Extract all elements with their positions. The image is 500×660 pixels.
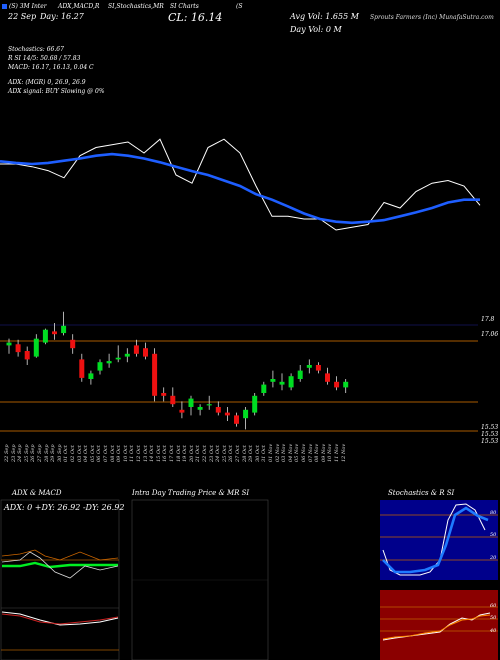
header-avg-vol: Avg Vol: 1.655 M — [290, 12, 359, 21]
candle-body — [297, 370, 303, 379]
candle-body — [152, 353, 158, 396]
stoch-label-20: 20 — [490, 555, 497, 561]
title-part-2: ADX,MACD,R — [58, 3, 100, 10]
adx-orange-line — [1, 549, 119, 561]
candle-body — [188, 398, 194, 407]
candle-body — [79, 359, 85, 378]
indicator-rsi: R SI 14/5: 50.68 / 57.83 — [8, 55, 81, 62]
title-part-5: (S — [236, 3, 243, 10]
macd-line — [1, 611, 119, 626]
candle-body — [215, 407, 221, 413]
candle-body — [243, 409, 249, 419]
candle-body — [261, 384, 267, 393]
candle-body — [161, 393, 167, 396]
indicator-stochastics: Stochastics: 66.67 — [8, 46, 64, 53]
price-label-low-1: 15.53 — [481, 424, 499, 431]
candle-body — [143, 348, 148, 357]
rsi-label-50: 50 — [490, 615, 497, 621]
rsi-panel-bg — [380, 590, 498, 660]
moving-average-line — [0, 152, 480, 225]
candle-body — [24, 351, 30, 360]
candle-body — [42, 329, 48, 343]
header-close: CL: 16.14 — [168, 11, 223, 24]
stoch-d-line — [382, 506, 489, 574]
header-date: 22 Sep — [8, 12, 37, 21]
candle-body — [325, 373, 330, 382]
title-part-3: SI,Stochastics,MR — [108, 3, 164, 10]
title-part-4: SI Charts — [170, 3, 199, 10]
price-label-low-2: 15.53 — [481, 431, 499, 438]
adx-white-line — [1, 551, 119, 579]
candle-body — [61, 325, 67, 334]
title-part-1: (S) 3M Inter — [9, 3, 47, 10]
candle-body — [70, 339, 76, 349]
rsi-label-60: 60 — [490, 603, 497, 609]
candle-body — [270, 379, 276, 382]
candle-body — [279, 381, 285, 385]
candle-body — [6, 342, 12, 346]
candle-body — [334, 381, 340, 388]
indicator-adx-signal: ADX signal: BUY Slowing @ 0% — [8, 88, 105, 95]
candle-body — [52, 331, 57, 335]
price-label-high: 17.8 — [481, 316, 495, 323]
price-line — [0, 138, 481, 231]
company-name: Sprouts Farmers (Inc) MunafaSutra.com — [370, 14, 494, 21]
mrsi-panel-title: Intra Day Trading Price & MR SI — [132, 489, 250, 497]
indicator-macd: MACD: 16.17, 16.13, 0.04 C — [8, 64, 94, 71]
candle-body — [170, 395, 176, 405]
price-label-mid: 17.06 — [481, 331, 499, 338]
rsi-signal-line — [382, 614, 491, 640]
candle-body — [343, 381, 349, 388]
header-day-vol: Day Vol: 0 M — [290, 25, 342, 34]
stoch-label-50: 50 — [490, 532, 497, 538]
candle-body — [124, 353, 130, 357]
candle-body — [33, 338, 39, 357]
price-chart — [0, 138, 481, 432]
indicator-adx: ADX: (MGR) 0, 26.9, 26.9 — [8, 79, 86, 86]
candle-body — [306, 365, 312, 368]
candle-body — [206, 404, 212, 406]
stoch-panel-title: Stochastics & R SI — [388, 489, 455, 497]
stoch-label-80: 80 — [490, 510, 497, 516]
candle-body — [315, 365, 321, 371]
candle-body — [197, 407, 203, 410]
price-label-low-3: 15.53 — [481, 438, 499, 445]
candle-body — [179, 409, 185, 413]
stoch-panel-bg — [380, 500, 498, 580]
adx-readout: ADX: 0 +DY: 26.92 -DY: 26.92 — [4, 503, 125, 512]
candle-body — [15, 344, 21, 353]
header-day: Day: 16.27 — [40, 12, 84, 21]
adx-panel-title: ADX & MACD — [12, 489, 62, 497]
candle-body — [115, 357, 121, 360]
rsi-label-40: 40 — [490, 628, 497, 634]
candle-body — [288, 376, 294, 388]
candle-body — [88, 373, 94, 379]
marker-square — [2, 4, 7, 9]
candle-body — [252, 395, 258, 413]
macd-signal-line — [1, 613, 119, 625]
candle-body — [224, 412, 230, 416]
candle-body — [133, 345, 139, 354]
adx-panel-frame — [0, 499, 120, 660]
candle-body — [97, 362, 103, 371]
candle-body — [234, 415, 239, 424]
candle-body — [106, 361, 112, 364]
